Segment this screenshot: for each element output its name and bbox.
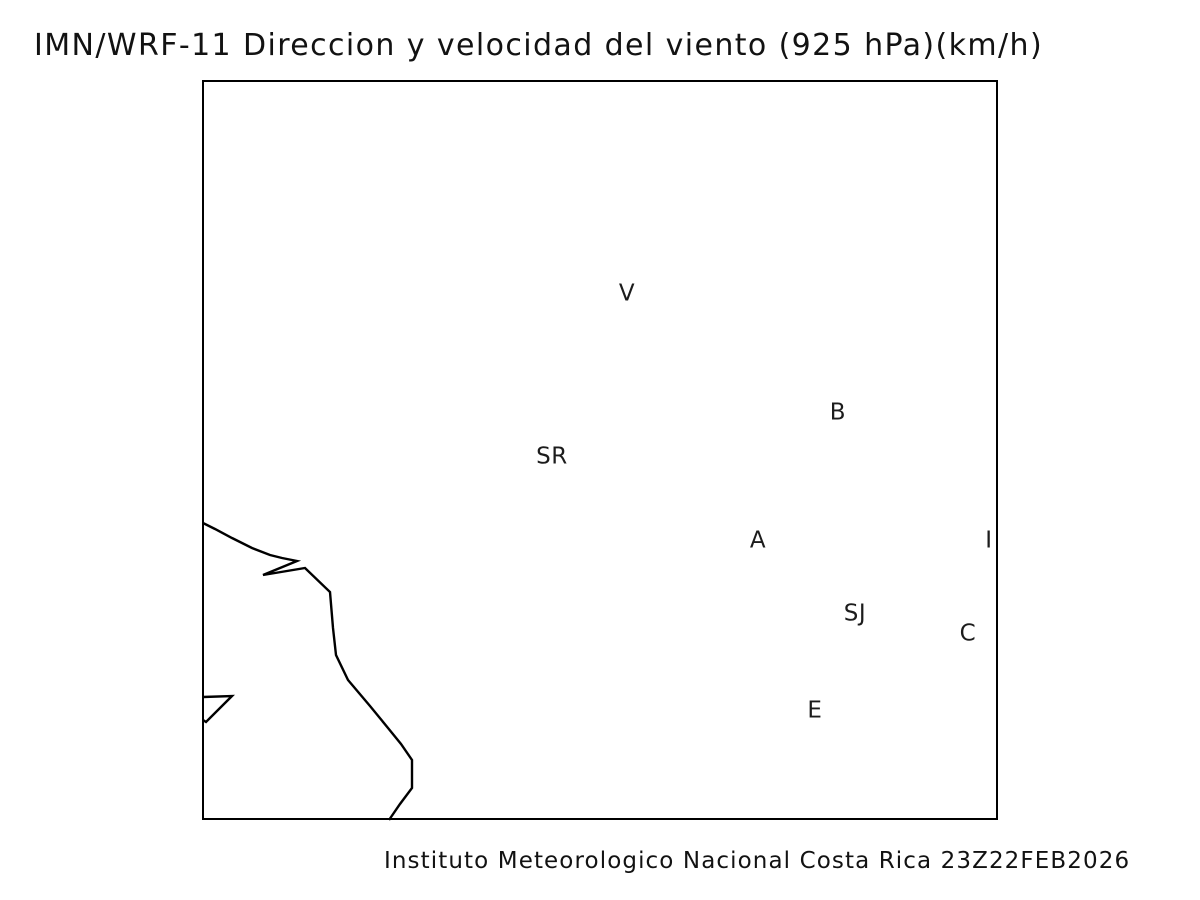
station-label-v: V — [618, 280, 636, 307]
station-label-sj: SJ — [843, 600, 867, 627]
station-label-i: I — [985, 527, 993, 554]
page-title: IMN/WRF-11 Direccion y velocidad del vie… — [34, 28, 1044, 63]
coastline-paths — [202, 521, 414, 821]
coastline-layer — [202, 521, 414, 821]
station-label-a: A — [749, 527, 767, 554]
station-label-c: C — [959, 620, 977, 647]
station-label-e: E — [807, 697, 823, 724]
institution-credit: Instituto Meteorologico Nacional Costa R… — [384, 848, 1131, 874]
station-label-b: B — [829, 399, 847, 426]
map-plot-area: V B SR A I SJ C E — [202, 80, 998, 821]
coastline-pacific-coastline-main — [202, 521, 414, 821]
station-label-sr: SR — [536, 443, 568, 470]
coastline-nicoya-peninsula-tip — [202, 694, 236, 724]
